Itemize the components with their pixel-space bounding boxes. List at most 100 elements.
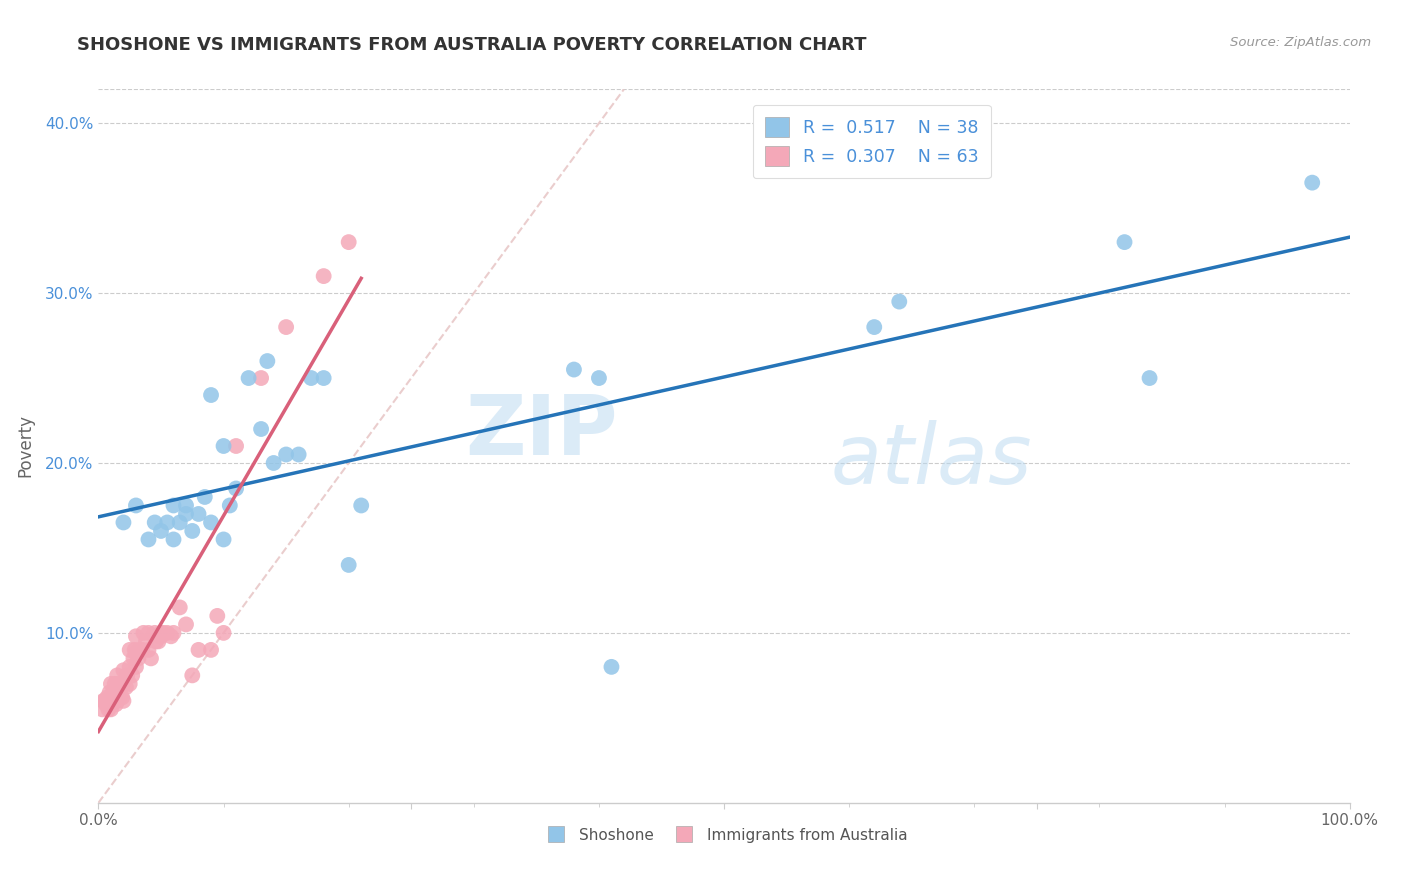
Point (181, 668, 204, 682)
Point (105, 694, 128, 708)
Point (139, 651, 162, 665)
Point (138, 626, 160, 640)
Point (174, 499, 197, 513)
Point (156, 516, 179, 530)
Point (127, 651, 149, 665)
Point (93, 694, 115, 708)
Point (118, 643, 141, 657)
Point (162, 499, 184, 513)
Point (350, 499, 373, 513)
Point (181, 524, 204, 538)
Point (250, 422, 273, 436)
Point (174, 507, 197, 521)
Point (143, 516, 166, 530)
Point (169, 600, 191, 615)
Point (104, 698, 127, 712)
Point (263, 456, 285, 470)
Point (132, 626, 155, 640)
Point (104, 677, 127, 691)
Point (287, 448, 309, 462)
Point (121, 668, 143, 682)
Point (98, 685, 121, 699)
Point (145, 634, 167, 648)
Point (107, 677, 129, 691)
Point (105, 680, 128, 694)
Point (103, 685, 125, 699)
Point (156, 626, 179, 640)
Text: ZIP: ZIP (465, 392, 617, 472)
Point (194, 490, 217, 504)
Point (111, 690, 134, 705)
Point (100, 677, 122, 691)
Text: atlas: atlas (831, 420, 1032, 500)
Point (889, 294, 911, 309)
Point (337, 558, 360, 572)
Point (118, 660, 141, 674)
Point (250, 371, 273, 385)
Y-axis label: Poverty: Poverty (15, 415, 34, 477)
Point (200, 516, 222, 530)
Point (1301, 176, 1323, 190)
Point (143, 626, 166, 640)
Point (125, 629, 148, 643)
Point (299, 371, 322, 385)
Point (160, 629, 183, 643)
Point (124, 643, 146, 657)
Point (200, 643, 222, 657)
Point (225, 439, 247, 453)
Point (274, 320, 298, 334)
Text: SHOSHONE VS IMMIGRANTS FROM AUSTRALIA POVERTY CORRELATION CHART: SHOSHONE VS IMMIGRANTS FROM AUSTRALIA PO… (77, 36, 868, 54)
Point (93, 694, 115, 708)
Point (131, 643, 153, 657)
Point (148, 634, 170, 648)
Point (125, 646, 148, 660)
Point (112, 663, 135, 677)
Point (162, 626, 184, 640)
Point (225, 482, 247, 496)
Point (312, 269, 335, 284)
Point (128, 643, 150, 657)
Point (218, 499, 240, 513)
Point (138, 533, 160, 547)
Point (100, 690, 122, 705)
Point (238, 371, 260, 385)
Point (97, 702, 120, 716)
Point (150, 629, 173, 643)
Point (169, 516, 191, 530)
Point (118, 677, 141, 691)
Point (162, 533, 184, 547)
Point (863, 320, 886, 334)
Point (105, 668, 128, 682)
Point (94, 698, 117, 712)
Legend: Shoshone, Immigrants from Australia: Shoshone, Immigrants from Australia (534, 822, 914, 848)
Point (112, 694, 135, 708)
Point (200, 388, 222, 402)
Point (108, 690, 131, 705)
Point (96, 690, 118, 705)
Point (115, 668, 138, 682)
Point (187, 507, 209, 521)
Point (112, 516, 135, 530)
Point (138, 643, 160, 657)
Text: Source: ZipAtlas.com: Source: ZipAtlas.com (1230, 36, 1371, 49)
Point (135, 634, 157, 648)
Point (110, 680, 132, 694)
Point (562, 362, 585, 376)
Point (274, 448, 298, 462)
Point (125, 499, 148, 513)
Point (174, 617, 197, 632)
Point (256, 354, 278, 368)
Point (187, 643, 209, 657)
Point (100, 702, 122, 716)
Point (125, 660, 148, 674)
Point (122, 651, 145, 665)
Point (207, 608, 229, 623)
Point (212, 626, 235, 640)
Point (600, 660, 623, 674)
Point (312, 371, 335, 385)
Point (1139, 371, 1161, 385)
Point (152, 626, 174, 640)
Point (337, 235, 360, 249)
Point (112, 677, 135, 691)
Point (588, 371, 610, 385)
